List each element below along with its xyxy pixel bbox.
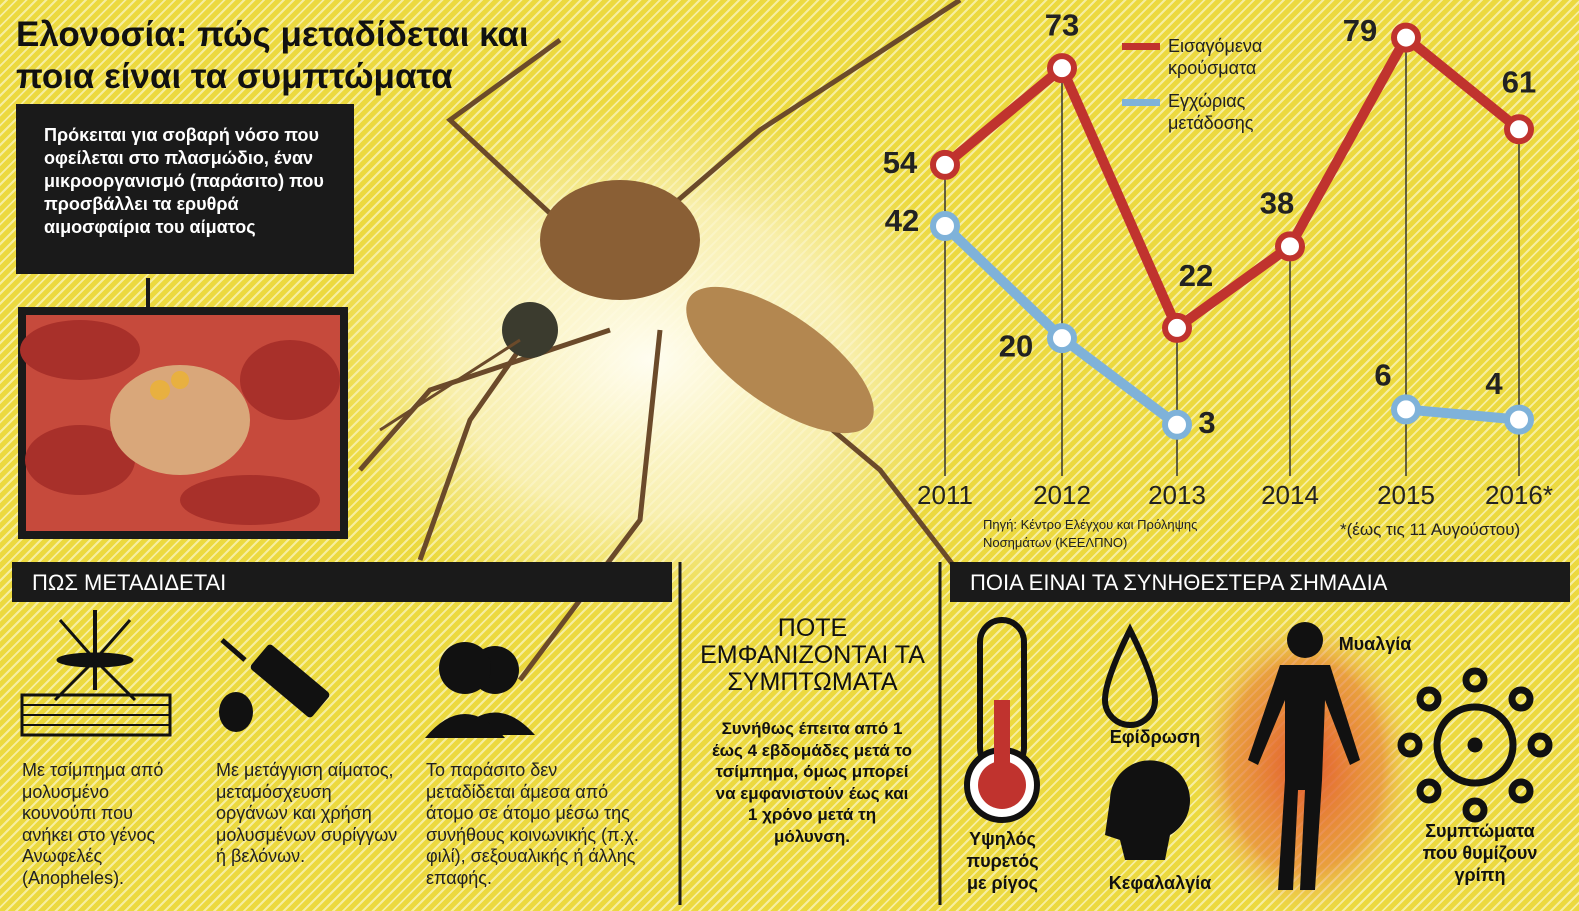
symptom-label: Υψηλός πυρετός με ρίγος <box>966 829 1039 893</box>
series-line <box>941 32 1523 333</box>
point <box>930 211 960 242</box>
point <box>1162 312 1192 343</box>
x-tick-label: 2015 <box>1377 480 1435 510</box>
point <box>1504 404 1534 435</box>
syringe-icon <box>219 638 330 732</box>
thermometer-icon <box>964 617 1040 823</box>
value-label: 61 <box>1502 64 1536 99</box>
transmission-text: Με τσίμπημα από μολυσμένο κουνούπι που α… <box>22 760 164 888</box>
body-icon <box>1248 622 1360 890</box>
title: Ελονοσία: πώς μεταδίδεται και ποια είναι… <box>16 15 529 96</box>
x-tick-label: 2016* <box>1485 480 1553 510</box>
mosquito <box>358 0 982 682</box>
legend-label: Εισαγόμενα κρούσματα <box>1168 36 1263 78</box>
symptom-label: Συμπτώματα που θυμίζουν γρίπη <box>1422 821 1538 885</box>
value-label: 73 <box>1045 7 1079 42</box>
value-label: 6 <box>1374 358 1391 393</box>
transmission-text: Το παράσιτο δεν μεταδίδεται άμεσα από άτ… <box>426 760 639 888</box>
series-line <box>1405 404 1520 425</box>
head-icon <box>1105 760 1190 860</box>
legend-label: Εγχώριας μετάδοσης <box>1168 91 1254 133</box>
people-icon <box>425 642 535 738</box>
value-label: 42 <box>885 203 919 238</box>
footnote: *(έως τις 11 Αυγούστου) <box>1340 520 1521 539</box>
section-heading: ΠΟΙΑ ΕΙΝΑΙ ΤΑ ΣΥΝΗΘΕΣΤΕΡΑ ΣΗΜΑΔΙΑ <box>950 562 1570 602</box>
blood-cells <box>20 320 340 525</box>
symptom-label: Μυαλγία <box>1338 634 1412 654</box>
value-label: 4 <box>1485 366 1503 401</box>
value-label: 38 <box>1260 186 1294 221</box>
x-tick-label: 2012 <box>1033 480 1091 510</box>
point <box>1504 114 1534 145</box>
section-heading: ΠΩΣ ΜΕΤΑΔΙΔΕΤΑΙ <box>12 562 672 602</box>
legend-item: Εισαγόμενα κρούσματα <box>1122 35 1352 95</box>
point <box>1047 323 1077 354</box>
onset-heading: ΠΟΤΕ ΕΜΦΑΝΙΖΟΝΤΑΙ ΤΑ ΣΥΜΠΤΩΜΑΤΑ <box>700 614 925 696</box>
symptom-label: Εφίδρωση <box>1109 727 1201 747</box>
point <box>1391 22 1421 53</box>
x-tick-label: 2014 <box>1261 480 1319 510</box>
glow <box>320 100 980 620</box>
point <box>930 149 960 180</box>
point <box>1162 409 1192 440</box>
mosquito-icon <box>20 610 172 737</box>
onset-text: Συνήθως έπειτα από 1 έως 4 εβδομάδες μετ… <box>712 719 912 846</box>
intro: Πρόκειται για σοβαρή νόσο που οφείλεται … <box>16 104 354 274</box>
x-tick-label: 2011 <box>917 480 973 510</box>
drop-icon <box>1101 623 1159 728</box>
transmission-text: Με μετάγγιση αίματος, μεταμόσχευση οργάν… <box>216 760 398 866</box>
legend-item: Εγχώριας μετάδοσης <box>1122 91 1352 155</box>
value-label: 20 <box>999 328 1033 363</box>
source: Πηγή: Κέντρο Ελέγχου και Πρόληψης Νοσημά… <box>983 517 1198 550</box>
virus-icon <box>1397 667 1553 823</box>
value-label: 79 <box>1343 13 1377 48</box>
legend-swatch <box>1122 99 1160 106</box>
value-label: 22 <box>1179 258 1213 293</box>
legend-swatch <box>1122 43 1160 50</box>
x-tick-label: 2013 <box>1148 480 1206 510</box>
symptom-label: Κεφαλαλγία <box>1108 873 1212 893</box>
point <box>1047 53 1077 84</box>
point <box>1391 394 1421 425</box>
value-label: 54 <box>883 145 918 180</box>
value-label: 3 <box>1198 405 1215 440</box>
legend: Εισαγόμενα κρούσματα Εγχώριας μετάδοσης <box>1122 35 1352 155</box>
point <box>1275 231 1305 262</box>
